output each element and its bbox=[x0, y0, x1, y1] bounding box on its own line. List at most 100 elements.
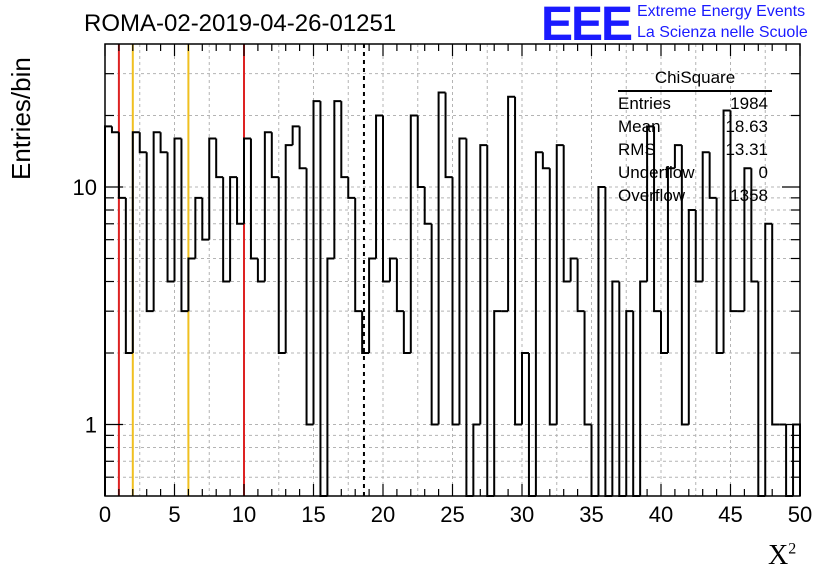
x-tick-label: 10 bbox=[232, 502, 256, 527]
histogram-bin bbox=[416, 115, 425, 188]
histogram-bin bbox=[284, 144, 293, 354]
stats-value: 13.31 bbox=[725, 140, 768, 159]
stats-key: RMS bbox=[618, 140, 656, 159]
histogram-bin bbox=[402, 311, 411, 355]
histogram-bin bbox=[548, 168, 557, 426]
histogram-bin bbox=[437, 91, 446, 425]
histogram-bin bbox=[159, 132, 168, 154]
stats-row-overflow: Overflow 1358 bbox=[612, 184, 778, 207]
histogram-bin bbox=[152, 131, 161, 312]
histogram-bin bbox=[145, 152, 154, 313]
histogram-bin bbox=[708, 152, 717, 199]
stats-value: 18.63 bbox=[725, 117, 768, 136]
histogram-bin bbox=[117, 132, 126, 199]
histogram-bin bbox=[423, 186, 432, 225]
stats-value: 0 bbox=[758, 163, 768, 182]
histogram-bin bbox=[673, 144, 682, 169]
histogram-bin bbox=[291, 125, 300, 146]
histogram-bin bbox=[597, 185, 606, 496]
eee-logo: EEE bbox=[541, 0, 633, 51]
histogram-bin bbox=[333, 100, 342, 259]
y-axis-label: Entries/bin bbox=[6, 57, 36, 180]
histogram-bin bbox=[236, 177, 244, 225]
histogram-bin bbox=[263, 131, 272, 282]
histogram-bin bbox=[256, 258, 265, 283]
histogram-bin bbox=[208, 137, 217, 240]
histogram-bin bbox=[521, 352, 529, 425]
histogram-bin bbox=[382, 115, 390, 283]
histogram-bin bbox=[409, 114, 418, 354]
histogram-bin bbox=[680, 145, 689, 426]
histogram-bin bbox=[326, 257, 335, 496]
x-tick-label: 35 bbox=[579, 502, 603, 527]
histogram-bin bbox=[757, 281, 766, 497]
histogram-bin bbox=[687, 209, 696, 425]
histogram-bin bbox=[131, 131, 140, 354]
stats-row-mean: Mean 18.63 bbox=[612, 115, 778, 138]
logo-subtitle-1: Extreme Energy Events bbox=[637, 3, 806, 20]
stats-value: 1984 bbox=[730, 94, 768, 113]
histogram-bin bbox=[541, 152, 550, 170]
histogram-bin bbox=[110, 126, 119, 134]
histogram-bin bbox=[694, 210, 703, 283]
histogram-bin bbox=[270, 132, 279, 179]
histogram-bin bbox=[458, 137, 467, 425]
histogram-bin bbox=[243, 137, 251, 224]
tick-labels: 0 5 10 15 20 25 30 35 40 45 50 1 10 bbox=[73, 175, 813, 527]
histogram-bin bbox=[653, 126, 661, 313]
stats-key: Overflow bbox=[618, 186, 686, 205]
histogram-bin bbox=[771, 223, 780, 426]
x-tick-label: 50 bbox=[788, 502, 812, 527]
histogram-bin bbox=[562, 145, 571, 283]
histogram-bin bbox=[222, 177, 231, 283]
chart-title: ROMA-02-2019-04-26-01251 bbox=[84, 10, 397, 37]
logo-subtitle-2: La Scienza nelle Scuole bbox=[637, 24, 808, 41]
histogram-bin bbox=[576, 258, 585, 313]
histogram-bin bbox=[229, 176, 238, 282]
histogram-bin bbox=[451, 177, 460, 426]
x-tick-label: 0 bbox=[99, 502, 111, 527]
histogram-bin bbox=[368, 257, 377, 354]
histogram-bin bbox=[646, 125, 655, 282]
x-axis-label-sup: 2 bbox=[788, 540, 797, 558]
grid-lines bbox=[105, 44, 800, 496]
histogram-bin bbox=[187, 257, 196, 312]
histogram-bin bbox=[583, 311, 592, 426]
histogram-bin bbox=[215, 138, 224, 179]
histogram-bin bbox=[722, 109, 731, 354]
histogram-bin bbox=[743, 167, 752, 312]
axis-ticks bbox=[104, 44, 801, 496]
stats-box: ChiSquare Entries 1984 Mean 18.63 RMS 13.31… bbox=[612, 66, 778, 207]
x-tick-label: 25 bbox=[440, 502, 464, 527]
histogram-bin bbox=[729, 110, 738, 313]
histogram-bin bbox=[277, 177, 286, 355]
histogram-bin bbox=[305, 168, 314, 426]
x-axis-label-main: X bbox=[768, 540, 789, 571]
stats-key: Entries bbox=[618, 94, 671, 113]
histogram-bin bbox=[173, 137, 182, 282]
histogram-bin bbox=[444, 92, 453, 179]
histogram-bin bbox=[361, 311, 370, 355]
stats-row-entries: Entries 1984 bbox=[612, 92, 778, 115]
x-tick-label: 20 bbox=[371, 502, 395, 527]
histogram-bin bbox=[194, 196, 203, 259]
histogram-bin bbox=[611, 280, 620, 496]
histogram-bin bbox=[472, 423, 481, 496]
histogram-bin bbox=[618, 281, 627, 497]
histogram-bin bbox=[319, 101, 328, 497]
histogram-bin bbox=[395, 258, 404, 313]
y-tick-label: 10 bbox=[73, 175, 97, 200]
histogram-bin bbox=[298, 126, 307, 170]
histogram-bin bbox=[507, 95, 516, 312]
histogram-bins bbox=[104, 91, 801, 497]
histogram-bin bbox=[604, 186, 613, 497]
y-tick-label: 1 bbox=[85, 413, 97, 438]
histogram-bin bbox=[388, 257, 397, 282]
histogram-bin bbox=[625, 310, 634, 496]
histogram-bin bbox=[166, 152, 175, 283]
histogram-bin bbox=[569, 257, 578, 282]
histogram-bin bbox=[750, 168, 759, 283]
histogram-bin bbox=[201, 197, 210, 241]
histogram-bin bbox=[701, 151, 710, 282]
